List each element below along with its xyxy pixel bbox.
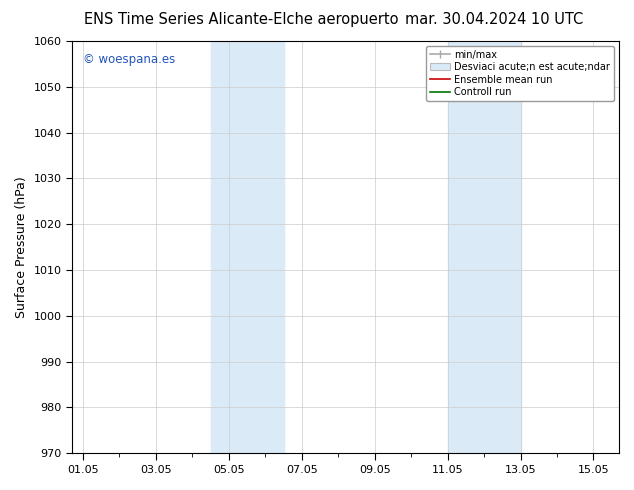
Text: mar. 30.04.2024 10 UTC: mar. 30.04.2024 10 UTC: [405, 12, 584, 27]
Text: © woespana.es: © woespana.es: [83, 53, 175, 67]
Bar: [448, 41, 521, 453]
Y-axis label: Surface Pressure (hPa): Surface Pressure (hPa): [15, 176, 28, 318]
Bar: [210, 41, 283, 453]
Text: ENS Time Series Alicante-Elche aeropuerto: ENS Time Series Alicante-Elche aeropuert…: [84, 12, 398, 27]
Legend: min/max, Desviaci acute;n est acute;ndar, Ensemble mean run, Controll run: min/max, Desviaci acute;n est acute;ndar…: [426, 46, 614, 101]
